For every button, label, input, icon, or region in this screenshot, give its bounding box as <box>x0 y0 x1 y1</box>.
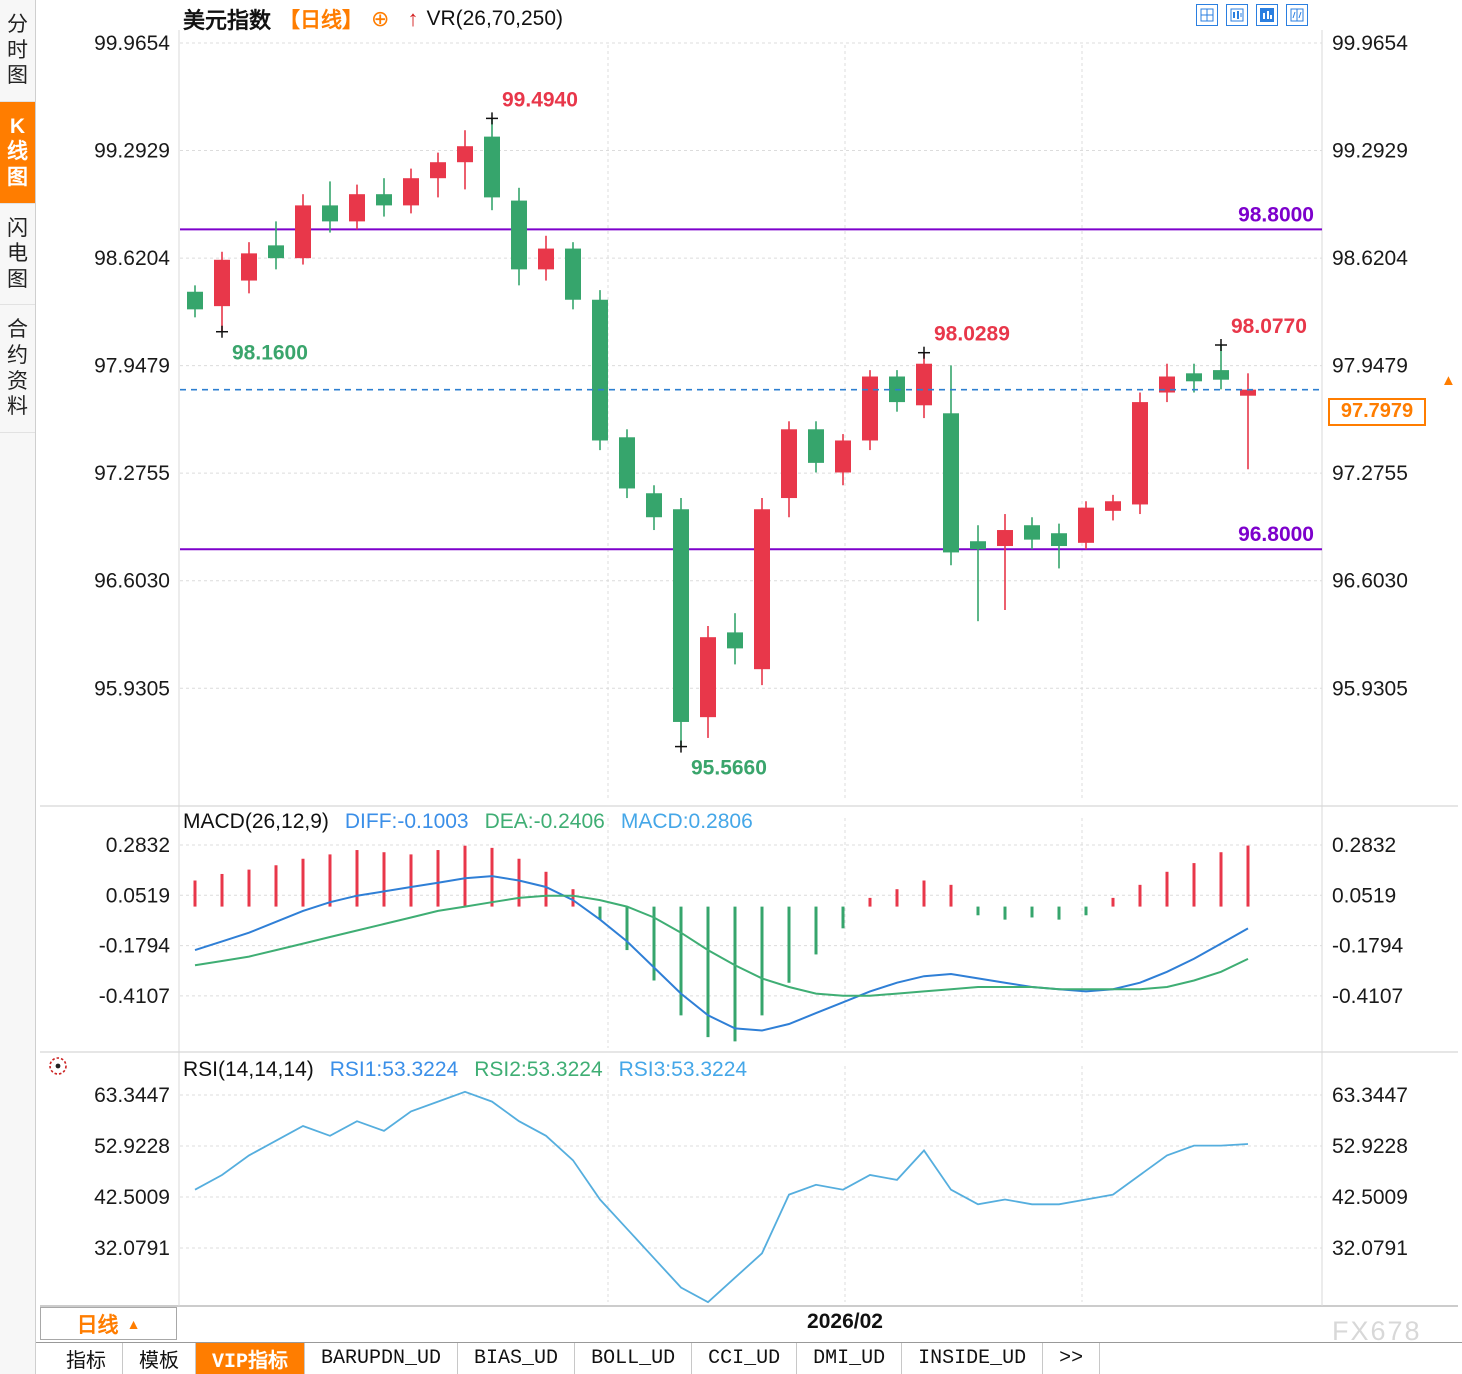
macd-diff-value: DIFF:-0.1003 <box>344 810 469 833</box>
macd-value: MACD:0.2806 <box>620 810 753 833</box>
svg-text:96.6030: 96.6030 <box>94 570 170 593</box>
tab-bias-ud[interactable]: BIAS_UD <box>458 1343 576 1374</box>
split-chart-icon[interactable] <box>1286 4 1308 26</box>
svg-text:63.3447: 63.3447 <box>94 1084 170 1107</box>
indicator-marker-icon <box>46 1054 70 1083</box>
svg-text:0.2832: 0.2832 <box>1332 834 1396 857</box>
svg-text:42.5009: 42.5009 <box>94 1186 170 1209</box>
macd-header: MACD(26,12,9) DIFF:-0.1003 DEA:-0.2406 M… <box>183 810 753 834</box>
svg-text:97.2755: 97.2755 <box>94 462 170 485</box>
svg-text:98.1600: 98.1600 <box>232 342 308 365</box>
tab-dmi-ud[interactable]: DMI_UD <box>797 1343 903 1374</box>
tab-inside-ud[interactable]: INSIDE_UD <box>902 1343 1044 1374</box>
sidebar-item-flash[interactable]: 闪电图 <box>0 204 35 306</box>
current-price-badge: 97.7979 <box>1328 397 1426 426</box>
svg-text:97.2755: 97.2755 <box>1332 462 1408 485</box>
svg-text:98.8000: 98.8000 <box>1238 203 1314 226</box>
svg-text:97.9479: 97.9479 <box>94 355 170 378</box>
svg-text:-0.1794: -0.1794 <box>1332 935 1404 958</box>
current-price-arrow-icon: ▲ <box>1441 371 1456 389</box>
macd-title: MACD(26,12,9) <box>183 810 329 833</box>
svg-text:98.0770: 98.0770 <box>1231 315 1307 338</box>
svg-text:98.0289: 98.0289 <box>934 323 1010 346</box>
sidebar-item-kline[interactable]: K线图 <box>0 101 35 204</box>
chart-header: 美元指数 【日线】 ⊕ ↑ VR(26,70,250) <box>183 3 563 35</box>
svg-text:97.9479: 97.9479 <box>1332 355 1408 378</box>
bar-chart-icon[interactable] <box>1256 4 1278 26</box>
rsi-header: RSI(14,14,14) RSI1:53.3224 RSI2:53.3224 … <box>183 1058 747 1082</box>
svg-text:95.9305: 95.9305 <box>1332 677 1408 700</box>
sidebar-item-contract-info[interactable]: 合约资料 <box>0 305 35 433</box>
svg-text:0.0519: 0.0519 <box>106 884 170 907</box>
bottom-tabbar: 指标 模板 VIP指标 BARUPDN_UD BIAS_UD BOLL_UD C… <box>36 1342 1462 1374</box>
svg-text:95.5660: 95.5660 <box>691 757 767 780</box>
watermark: FX678 <box>1332 1316 1422 1346</box>
svg-text:95.9305: 95.9305 <box>94 677 170 700</box>
chart-toolbar <box>1196 4 1308 26</box>
indicator-label: VR(26,70,250) <box>426 7 564 30</box>
period-label: 日线 <box>76 1313 119 1337</box>
x-axis-date: 2026/02 <box>807 1310 883 1333</box>
svg-text:96.6030: 96.6030 <box>1332 570 1408 593</box>
svg-text:99.4940: 99.4940 <box>502 88 578 111</box>
tab-boll-ud[interactable]: BOLL_UD <box>575 1343 693 1374</box>
svg-text:99.9654: 99.9654 <box>94 32 170 55</box>
svg-text:63.3447: 63.3447 <box>1332 1084 1408 1107</box>
svg-text:52.9228: 52.9228 <box>94 1135 170 1158</box>
tab-vip-indicators[interactable]: VIP指标 <box>196 1343 306 1374</box>
rsi1-value: RSI1:53.3224 <box>329 1058 459 1081</box>
period-selector[interactable]: 日线 ▲ <box>40 1307 177 1340</box>
rsi-title: RSI(14,14,14) <box>183 1058 314 1081</box>
svg-text:99.2929: 99.2929 <box>94 140 170 163</box>
svg-text:99.2929: 99.2929 <box>1332 140 1408 163</box>
period-tag: 【日线】 <box>279 9 364 32</box>
circle-plus-icon[interactable]: ⊕ <box>371 6 390 31</box>
rsi3-value: RSI3:53.3224 <box>618 1058 748 1081</box>
svg-text:98.6204: 98.6204 <box>94 247 170 270</box>
grid-layout-icon[interactable] <box>1196 4 1218 26</box>
svg-text:-0.1794: -0.1794 <box>99 935 171 958</box>
svg-text:0.2832: 0.2832 <box>106 834 170 857</box>
tab-templates[interactable]: 模板 <box>123 1343 196 1374</box>
macd-dea-value: DEA:-0.2406 <box>484 810 605 833</box>
pane-chart-icon[interactable] <box>1226 4 1248 26</box>
symbol-title: 美元指数 <box>183 8 272 33</box>
tab-more[interactable]: >> <box>1043 1343 1101 1374</box>
svg-text:98.6204: 98.6204 <box>1332 247 1408 270</box>
period-arrow-icon: ▲ <box>126 1315 141 1332</box>
svg-text:42.5009: 42.5009 <box>1332 1186 1408 1209</box>
tab-barupdn-ud[interactable]: BARUPDN_UD <box>305 1343 459 1374</box>
svg-text:52.9228: 52.9228 <box>1332 1135 1408 1158</box>
up-arrow-icon: ↑ <box>407 6 419 31</box>
svg-text:-0.4107: -0.4107 <box>1332 985 1403 1008</box>
svg-text:32.0791: 32.0791 <box>94 1237 170 1260</box>
chart-canvas[interactable]: 99.9654 99.9654 99.2929 99.2929 98.6204 98.62… <box>0 0 1462 1340</box>
svg-text:96.8000: 96.8000 <box>1238 523 1314 546</box>
svg-text:0.0519: 0.0519 <box>1332 884 1396 907</box>
left-sidebar: 分时图 K线图 闪电图 合约资料 <box>0 0 36 1374</box>
tab-indicators[interactable]: 指标 <box>50 1343 123 1374</box>
svg-text:32.0791: 32.0791 <box>1332 1237 1408 1260</box>
svg-text:99.9654: 99.9654 <box>1332 32 1408 55</box>
tab-cci-ud[interactable]: CCI_UD <box>692 1343 798 1374</box>
sidebar-item-timeshare[interactable]: 分时图 <box>0 0 35 102</box>
rsi2-value: RSI2:53.3224 <box>474 1058 603 1081</box>
svg-text:-0.4107: -0.4107 <box>99 985 170 1008</box>
